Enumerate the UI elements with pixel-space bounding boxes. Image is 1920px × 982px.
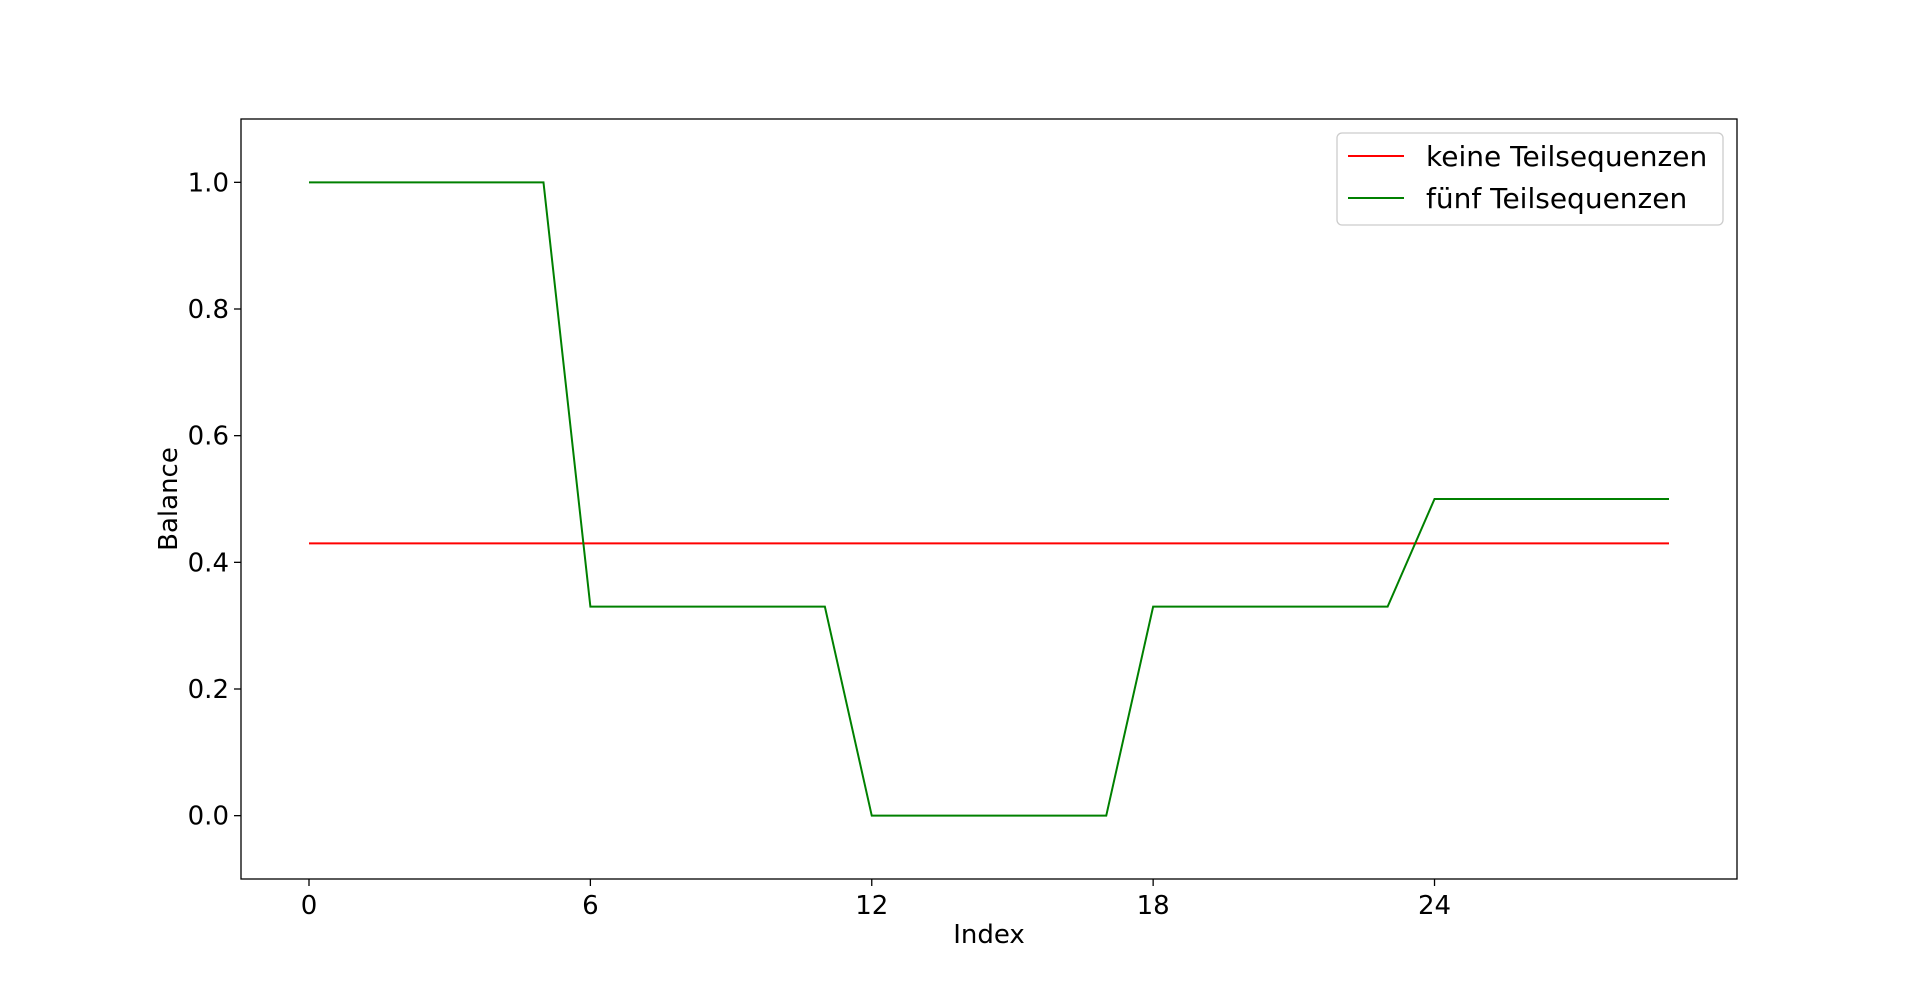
legend-label-keine-teilsequenzen: keine Teilsequenzen [1426, 140, 1707, 173]
x-tick-label: 0 [301, 891, 318, 921]
y-axis-title: Balance [154, 447, 184, 551]
y-tick-label: 0.8 [188, 295, 229, 325]
y-tick-label: 1.0 [188, 168, 229, 198]
legend: keine Teilsequenzen fünf Teilsequenzen [1336, 132, 1724, 226]
x-axis-title: Index [953, 920, 1025, 950]
y-tick-label: 0.0 [188, 802, 229, 832]
x-axis-ticks: 0 6 12 18 24 [301, 879, 1451, 921]
x-tick-label: 6 [582, 891, 599, 921]
y-axis-ticks: 0.0 0.2 0.4 0.6 0.8 1.0 [188, 168, 241, 832]
legend-box [1336, 132, 1724, 226]
series-line-1 [309, 181, 1669, 817]
y-tick-label: 0.2 [188, 675, 229, 705]
x-tick-label: 12 [855, 891, 888, 921]
series-layer [309, 181, 1669, 817]
y-tick-label: 0.6 [188, 422, 229, 452]
x-tick-label: 18 [1137, 891, 1170, 921]
plot-frame [240, 118, 1738, 880]
y-tick-label: 0.4 [188, 548, 229, 578]
x-tick-label: 24 [1418, 891, 1451, 921]
legend-label-fuenf-teilsequenzen: fünf Teilsequenzen [1426, 182, 1687, 215]
